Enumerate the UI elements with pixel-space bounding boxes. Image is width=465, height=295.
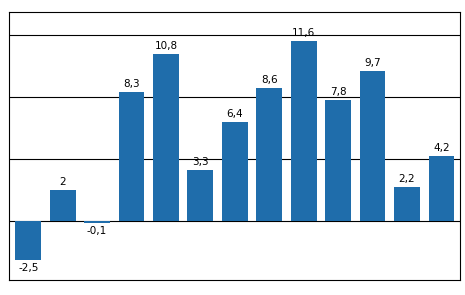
Bar (222, 122, 248, 221)
Bar (256, 88, 282, 221)
Text: 9,7: 9,7 (364, 58, 381, 68)
Text: 8,6: 8,6 (261, 75, 278, 85)
Text: 2: 2 (60, 177, 66, 187)
Text: 11,6: 11,6 (292, 28, 315, 38)
Bar (15, 221, 41, 260)
Bar (84, 221, 110, 223)
Bar (119, 93, 145, 221)
Bar (153, 54, 179, 221)
Text: 10,8: 10,8 (154, 41, 178, 51)
Text: 8,3: 8,3 (123, 79, 140, 89)
Text: 6,4: 6,4 (226, 109, 243, 119)
Bar (359, 71, 385, 221)
Text: 3,3: 3,3 (192, 157, 209, 167)
Bar (429, 156, 454, 221)
Bar (291, 41, 317, 221)
Bar (325, 100, 351, 221)
Text: -2,5: -2,5 (18, 263, 39, 273)
Text: 2,2: 2,2 (399, 174, 415, 184)
Bar (187, 170, 213, 221)
Text: 7,8: 7,8 (330, 87, 346, 97)
Bar (50, 190, 76, 221)
Bar (394, 187, 420, 221)
Text: -0,1: -0,1 (87, 226, 107, 236)
Text: 4,2: 4,2 (433, 143, 450, 153)
